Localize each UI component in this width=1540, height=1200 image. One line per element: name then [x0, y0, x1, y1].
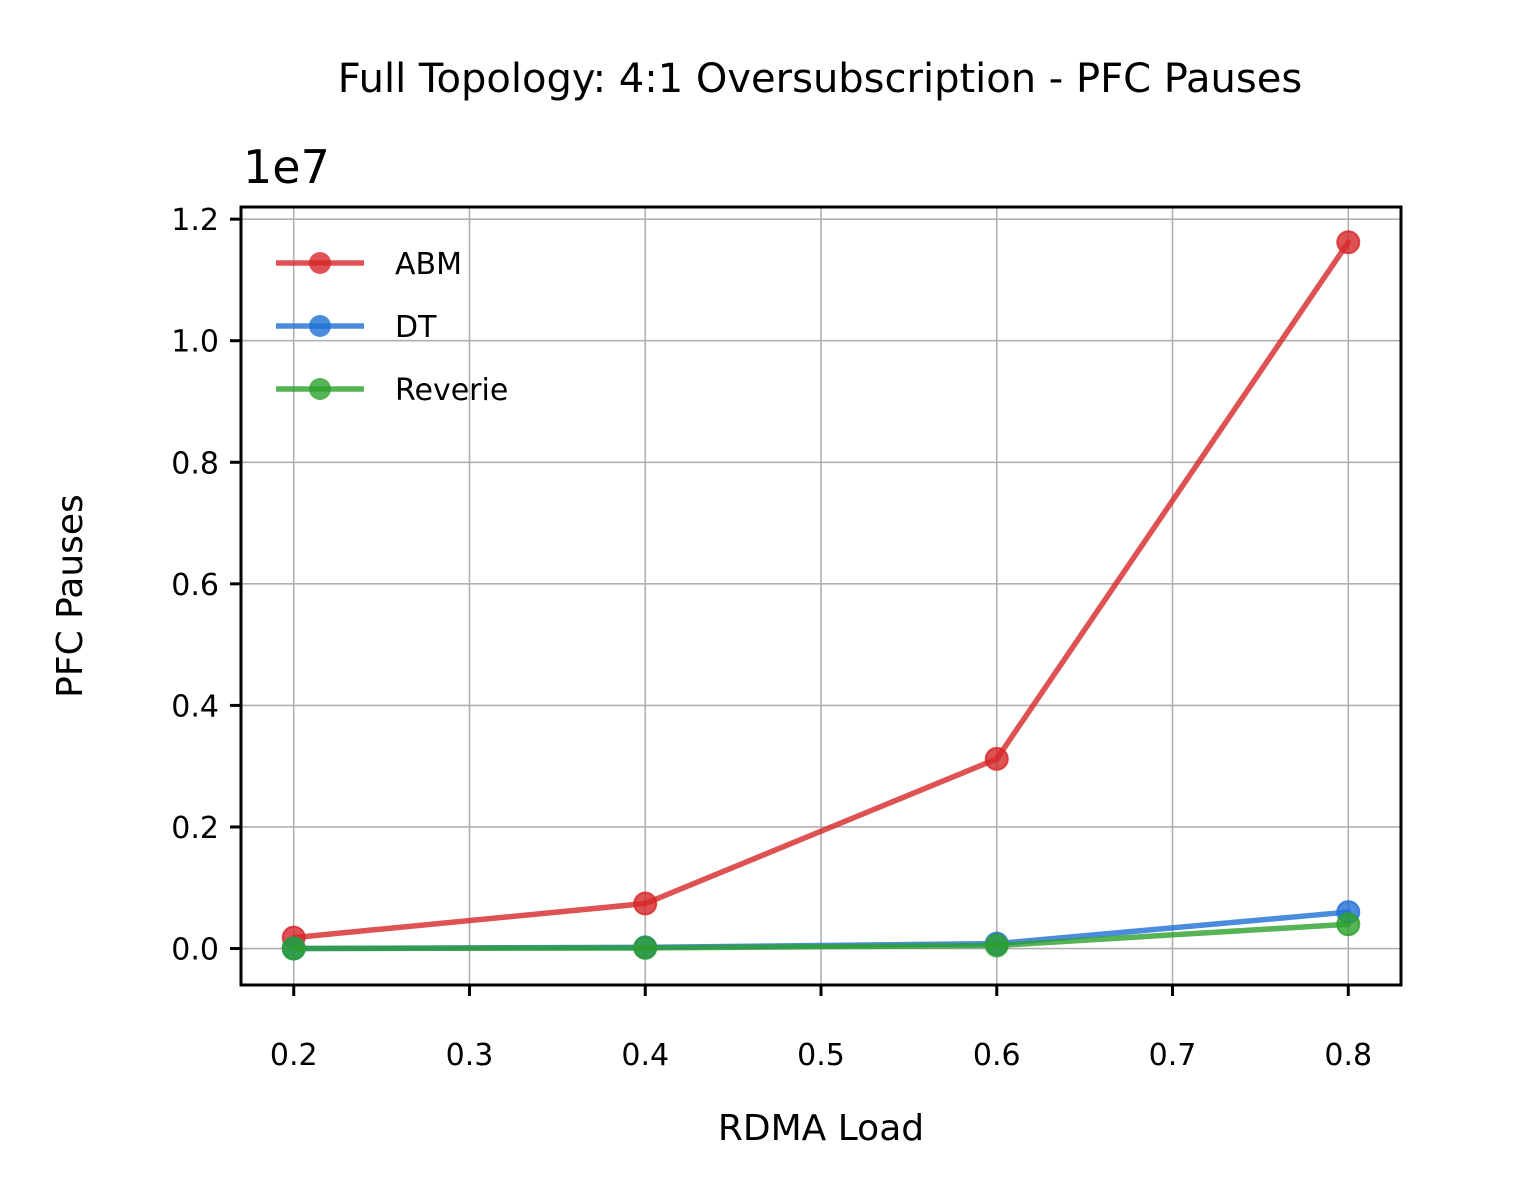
legend-marker-swatch: [309, 315, 331, 337]
x-axis-title: RDMA Load: [718, 1108, 924, 1149]
x-tick-label: 0.8: [1324, 1038, 1372, 1073]
legend-label: DT: [395, 310, 437, 345]
data-point-abm: [1336, 230, 1361, 255]
y-tick-label: 1.2: [171, 203, 219, 238]
series-line-reverie: [290, 921, 1352, 952]
y-axis: 0.0 0.2 0.4 0.6 0.8 1.0 1.2: [171, 203, 241, 968]
y-tick-label: 0.8: [171, 446, 219, 481]
y-tick-label: 1.0: [171, 325, 219, 360]
y-axis-offset-label: 1e7: [243, 140, 330, 194]
x-tick-label: 0.4: [621, 1038, 669, 1073]
legend-label: ABM: [395, 247, 462, 282]
y-axis-title: PFC Pauses: [50, 494, 91, 698]
series-reverie: [281, 912, 1361, 961]
grid: [241, 207, 1401, 985]
x-axis: 0.2 0.3 0.4 0.5 0.6 0.7 0.8: [270, 985, 1372, 1073]
data-point-abm: [633, 891, 658, 916]
legend-label: Reverie: [395, 373, 508, 408]
legend: ABM DT Reverie: [276, 247, 508, 408]
legend-marker-swatch: [309, 378, 331, 400]
data-point-reverie: [633, 935, 658, 960]
legend-item-abm: ABM: [276, 247, 462, 282]
x-tick-label: 0.6: [973, 1038, 1021, 1073]
series-group: [281, 230, 1361, 961]
data-point-reverie: [984, 933, 1009, 958]
x-tick-label: 0.7: [1149, 1038, 1197, 1073]
y-tick-label: 0.0: [171, 933, 219, 968]
y-tick-label: 0.2: [171, 811, 219, 846]
y-tick-label: 0.6: [171, 568, 219, 603]
chart-title: Full Topology: 4:1 Oversubscription - PF…: [338, 56, 1302, 102]
legend-item-dt: DT: [276, 310, 437, 345]
data-point-abm: [984, 746, 1009, 771]
legend-marker-swatch: [309, 252, 331, 274]
data-point-reverie: [281, 936, 306, 961]
x-tick-label: 0.3: [446, 1038, 494, 1073]
series-line-abm: [290, 239, 1352, 941]
data-point-reverie: [1336, 912, 1361, 937]
legend-item-reverie: Reverie: [276, 373, 508, 408]
y-tick-label: 0.4: [171, 689, 219, 724]
x-tick-label: 0.2: [270, 1038, 318, 1073]
x-tick-label: 0.5: [797, 1038, 845, 1073]
